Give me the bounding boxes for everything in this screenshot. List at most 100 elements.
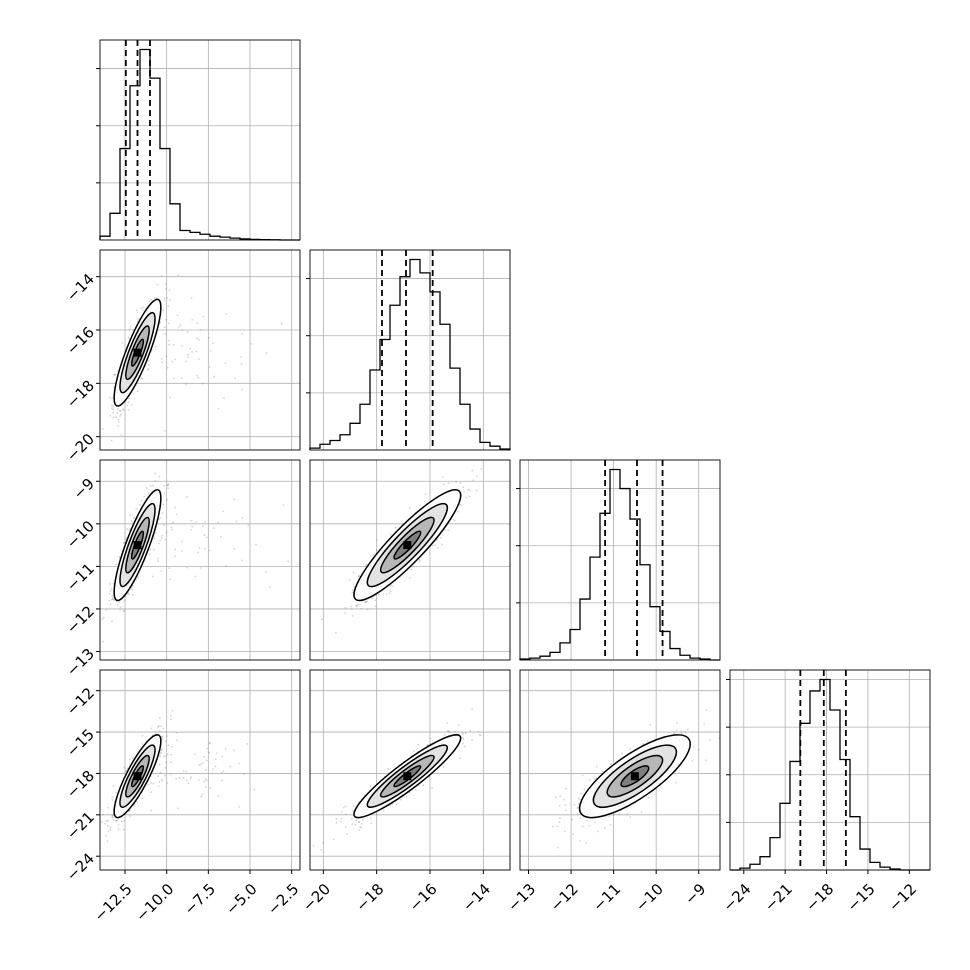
panel-3-0-point: [105, 834, 108, 837]
panel-3-0-point: [212, 768, 214, 770]
panel-1-0-point: [119, 413, 122, 416]
panel-2-1-point: [357, 575, 360, 578]
panel-2-0-point: [161, 512, 164, 514]
panel-3-0-point: [150, 809, 152, 812]
panel-2-1-point: [444, 529, 447, 531]
panel-1-0-point: [117, 418, 120, 421]
panel-2-0-point: [269, 586, 271, 588]
panel-2-0-point: [110, 598, 113, 601]
panel-3-0-point: [129, 815, 131, 817]
panel-2-0-point: [112, 582, 115, 585]
panel-3-1-point: [412, 750, 415, 752]
ytick-label-2-3: −10: [63, 517, 98, 552]
panel-2-1-point: [410, 568, 413, 571]
panel-3-2-point: [564, 787, 567, 790]
panel-3-0-point: [161, 735, 164, 738]
panel-3-0-point: [157, 725, 160, 728]
panel-3-1-point: [457, 724, 460, 727]
panel-3-1-point: [471, 708, 474, 711]
xtick-label-1-1: −18: [352, 880, 387, 915]
panel-3-0-point: [141, 797, 144, 800]
panel-1-0-point: [190, 296, 193, 299]
panel-3-0-point: [164, 766, 167, 769]
panel-2-0-point: [122, 610, 125, 613]
xtick-label-0-2: −7.5: [181, 880, 219, 918]
xtick-label-2-1: −12: [547, 880, 582, 915]
panel-2-0-point: [128, 528, 131, 530]
hist-panel-3: [726, 669, 931, 871]
panel-2-1-point: [441, 543, 443, 546]
panel-3-1-point: [414, 788, 417, 791]
panel-2-0-point: [217, 521, 220, 524]
panel-2-0-point: [119, 606, 122, 609]
panel-3-2-point: [588, 824, 591, 827]
panel-3-2-point: [610, 763, 612, 765]
panel-3-2-point: [557, 846, 559, 849]
panel-3-1-point: [458, 757, 461, 760]
xtick-label-0-0: −12.5: [91, 880, 136, 925]
panel-3-2-point: [621, 752, 624, 755]
panel-3-1-point: [351, 823, 354, 825]
panel-2-1-point: [453, 520, 456, 522]
panel-1-0-point: [127, 401, 130, 404]
panel-1-0-point: [127, 408, 130, 411]
panel-2-0-point: [145, 486, 148, 489]
panel-3-0-point: [117, 823, 120, 826]
panel-3-1-point: [431, 786, 433, 789]
panel-3-0-point: [160, 749, 163, 752]
panel-1-0-point: [156, 283, 159, 286]
panel-3-1-point: [340, 820, 342, 823]
panel-3-0-point: [182, 776, 185, 779]
panel-1-0-point: [120, 434, 123, 436]
panel-3-2-frame: [519, 669, 721, 871]
xtick-label-1-2: −16: [406, 880, 441, 915]
panel-2-0-point: [101, 618, 104, 621]
panel-1-0-point: [164, 332, 167, 335]
hist-panel-2: [516, 459, 721, 661]
ytick-label-3-3: −15: [63, 725, 98, 760]
panel-2-0-point: [205, 536, 208, 539]
panel-3-0: [99, 669, 301, 871]
panel-2-1-point: [360, 607, 363, 610]
panel-1-0-point: [147, 364, 150, 367]
panel-2-1-point: [351, 614, 354, 617]
panel-3-2-point: [629, 815, 632, 818]
panel-2-0-point: [148, 553, 151, 556]
panel-1-0-point: [101, 428, 104, 430]
panel-3-2-point: [675, 722, 678, 725]
panel-1-0-point: [195, 350, 198, 353]
xtick-label-2-4: −9: [681, 880, 709, 908]
panel-1-0-point: [177, 274, 180, 277]
panel-1-0-point: [135, 309, 138, 312]
panel-3-1-point: [426, 743, 429, 746]
panel-2-0-point: [203, 547, 206, 550]
panel-3-0-point: [166, 735, 169, 737]
panel-2-0-point: [201, 525, 204, 528]
panel-3-2-point: [680, 730, 683, 733]
panel-2-0-point: [186, 566, 189, 569]
panel-1-0-point: [132, 329, 135, 331]
panel-3-0-point: [176, 807, 179, 810]
panel-3-0-point: [107, 806, 110, 809]
panel-1-0-point: [142, 306, 145, 309]
panel-3-1-point: [360, 823, 363, 825]
panel-3-2-point: [618, 813, 621, 816]
panel-3-0-point: [170, 753, 173, 756]
panel-2-0-point: [157, 557, 159, 560]
panel-2-1-point: [475, 489, 478, 492]
panel-2-0-point: [118, 555, 121, 558]
panel-2-0-point: [204, 521, 207, 523]
panel-3-1-point: [358, 829, 361, 832]
panel-3-2-point: [564, 804, 567, 806]
panel-3-0-point: [166, 782, 169, 784]
panel-3-1-point: [322, 841, 325, 844]
panel-3-2-point: [646, 740, 649, 743]
panel-3-0-point: [147, 783, 150, 786]
panel-2-0-point: [287, 560, 289, 563]
panel-3-0-point: [103, 822, 106, 825]
panel-3-0-point: [107, 830, 110, 833]
panel-3-0-point: [160, 735, 163, 738]
panel-1-0-point: [153, 296, 156, 299]
panel-3-0-point: [165, 730, 167, 733]
panel-1-0-point: [168, 343, 170, 346]
